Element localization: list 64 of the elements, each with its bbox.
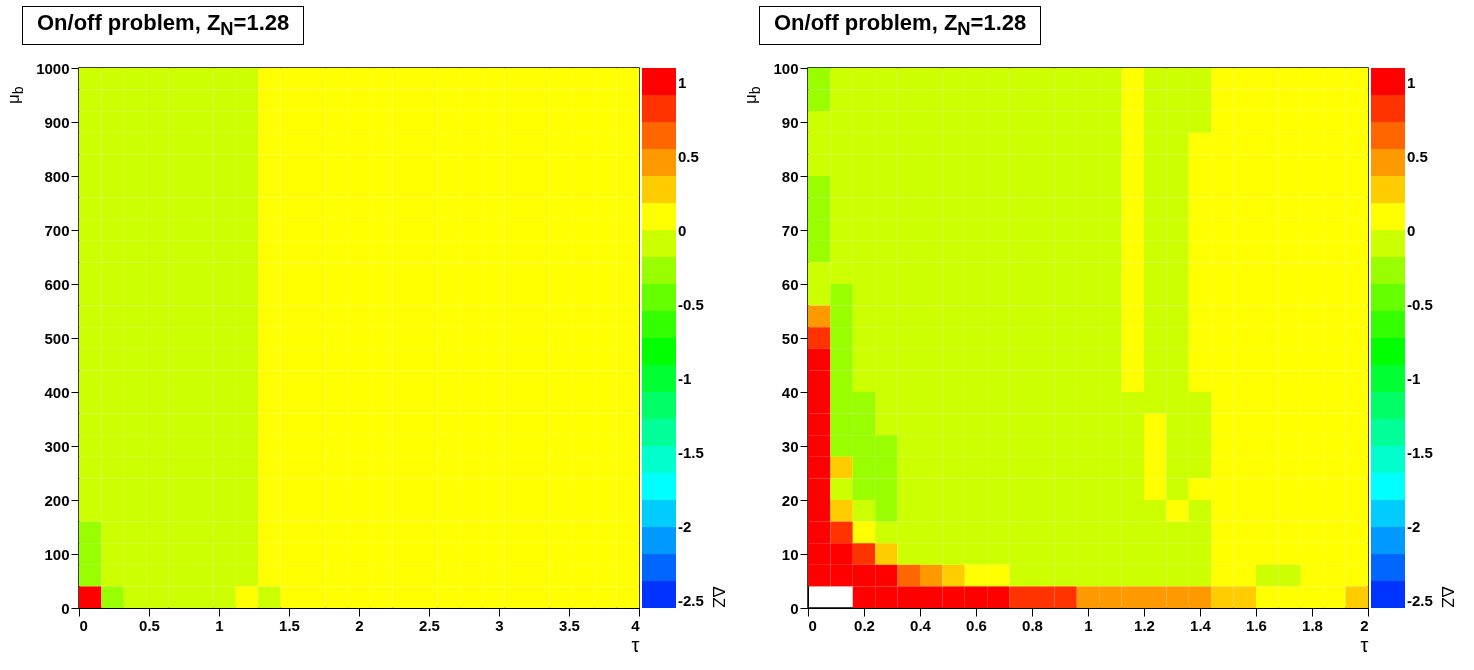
y-tick-label: 600 bbox=[44, 275, 70, 293]
x-tick-label: 2 bbox=[1360, 616, 1369, 634]
y-tick-label: 200 bbox=[44, 491, 70, 509]
x-tick-label: 3.5 bbox=[559, 616, 580, 634]
y-tick-label: 60 bbox=[781, 275, 799, 293]
x-tick-label: 0.8 bbox=[1022, 616, 1043, 634]
y-tick-label: 800 bbox=[44, 167, 70, 185]
chart-title: On/off problem, Z$_{N}$=1.28 bbox=[22, 6, 305, 46]
color-bar-label: -1 bbox=[1407, 369, 1421, 387]
x-tick-label: 4 bbox=[631, 616, 641, 634]
color-bar-label: -2 bbox=[1407, 517, 1421, 535]
x-tick-label: 1.6 bbox=[1246, 616, 1267, 634]
y-tick-label: 900 bbox=[44, 113, 70, 131]
x-tick-label: 2 bbox=[355, 616, 364, 634]
x-tick-label: 0 bbox=[808, 616, 817, 634]
y-tick-label: 400 bbox=[44, 383, 70, 401]
color-bar-title: ΔZ bbox=[709, 586, 728, 608]
x-tick-label: 1 bbox=[1084, 616, 1093, 634]
y-tick-label: 100 bbox=[44, 545, 70, 563]
color-bar-label: -2 bbox=[678, 517, 692, 535]
y-tick-label: 0 bbox=[790, 599, 799, 617]
color-bar-label: -1 bbox=[678, 369, 692, 387]
x-tick-label: 3 bbox=[495, 616, 504, 634]
x-tick-label: 1.8 bbox=[1302, 616, 1323, 634]
color-bar-label: 1 bbox=[1407, 73, 1416, 91]
color-bar-label: -2.5 bbox=[678, 591, 704, 609]
color-bar-label: 0 bbox=[678, 221, 687, 239]
x-tick-label: 1.2 bbox=[1134, 616, 1155, 634]
color-bar-label: -1.5 bbox=[678, 443, 704, 461]
x-tick-label: 0 bbox=[79, 616, 88, 634]
x-tick-label: 0.4 bbox=[910, 616, 932, 634]
y-tick-label: 100 bbox=[773, 59, 799, 77]
color-bar-label: -0.5 bbox=[678, 295, 704, 313]
color-bar-label: 1 bbox=[678, 73, 687, 91]
y-tick-label: 30 bbox=[781, 437, 799, 455]
y-tick-label: 40 bbox=[781, 383, 799, 401]
color-bar-label: -0.5 bbox=[1407, 295, 1433, 313]
color-bar-label: 0.5 bbox=[1407, 147, 1428, 165]
y-tick-label: 20 bbox=[781, 491, 799, 509]
y-tick-label: 300 bbox=[44, 437, 70, 455]
x-axis-title: τ bbox=[1360, 633, 1369, 656]
y-tick-label: 50 bbox=[781, 329, 799, 347]
x-tick-label: 0.6 bbox=[966, 616, 987, 634]
color-bar-label: -2.5 bbox=[1407, 591, 1433, 609]
y-tick-label: 90 bbox=[781, 113, 799, 131]
y-tick-label: 80 bbox=[781, 167, 799, 185]
x-tick-label: 1.4 bbox=[1190, 616, 1212, 634]
y-tick-label: 1000 bbox=[36, 59, 70, 77]
chart-title: On/off problem, Z$_{N}$=1.28 bbox=[759, 6, 1042, 46]
x-axis-title: τ bbox=[631, 633, 640, 656]
y-tick-label: 0 bbox=[61, 599, 70, 617]
color-bar-label: 0 bbox=[1407, 221, 1416, 239]
x-tick-label: 0.5 bbox=[139, 616, 160, 634]
y-tick-label: 70 bbox=[781, 221, 799, 239]
color-bar-title: ΔZ bbox=[1438, 586, 1457, 608]
y-tick-label: 500 bbox=[44, 329, 70, 347]
x-tick-label: 0.2 bbox=[854, 616, 875, 634]
x-tick-label: 2.5 bbox=[419, 616, 440, 634]
x-tick-label: 1 bbox=[215, 616, 224, 634]
color-bar-label: -1.5 bbox=[1407, 443, 1433, 461]
y-tick-label: 10 bbox=[781, 545, 799, 563]
y-tick-label: 700 bbox=[44, 221, 70, 239]
color-bar-label: 0.5 bbox=[678, 147, 699, 165]
x-tick-label: 1.5 bbox=[279, 616, 300, 634]
